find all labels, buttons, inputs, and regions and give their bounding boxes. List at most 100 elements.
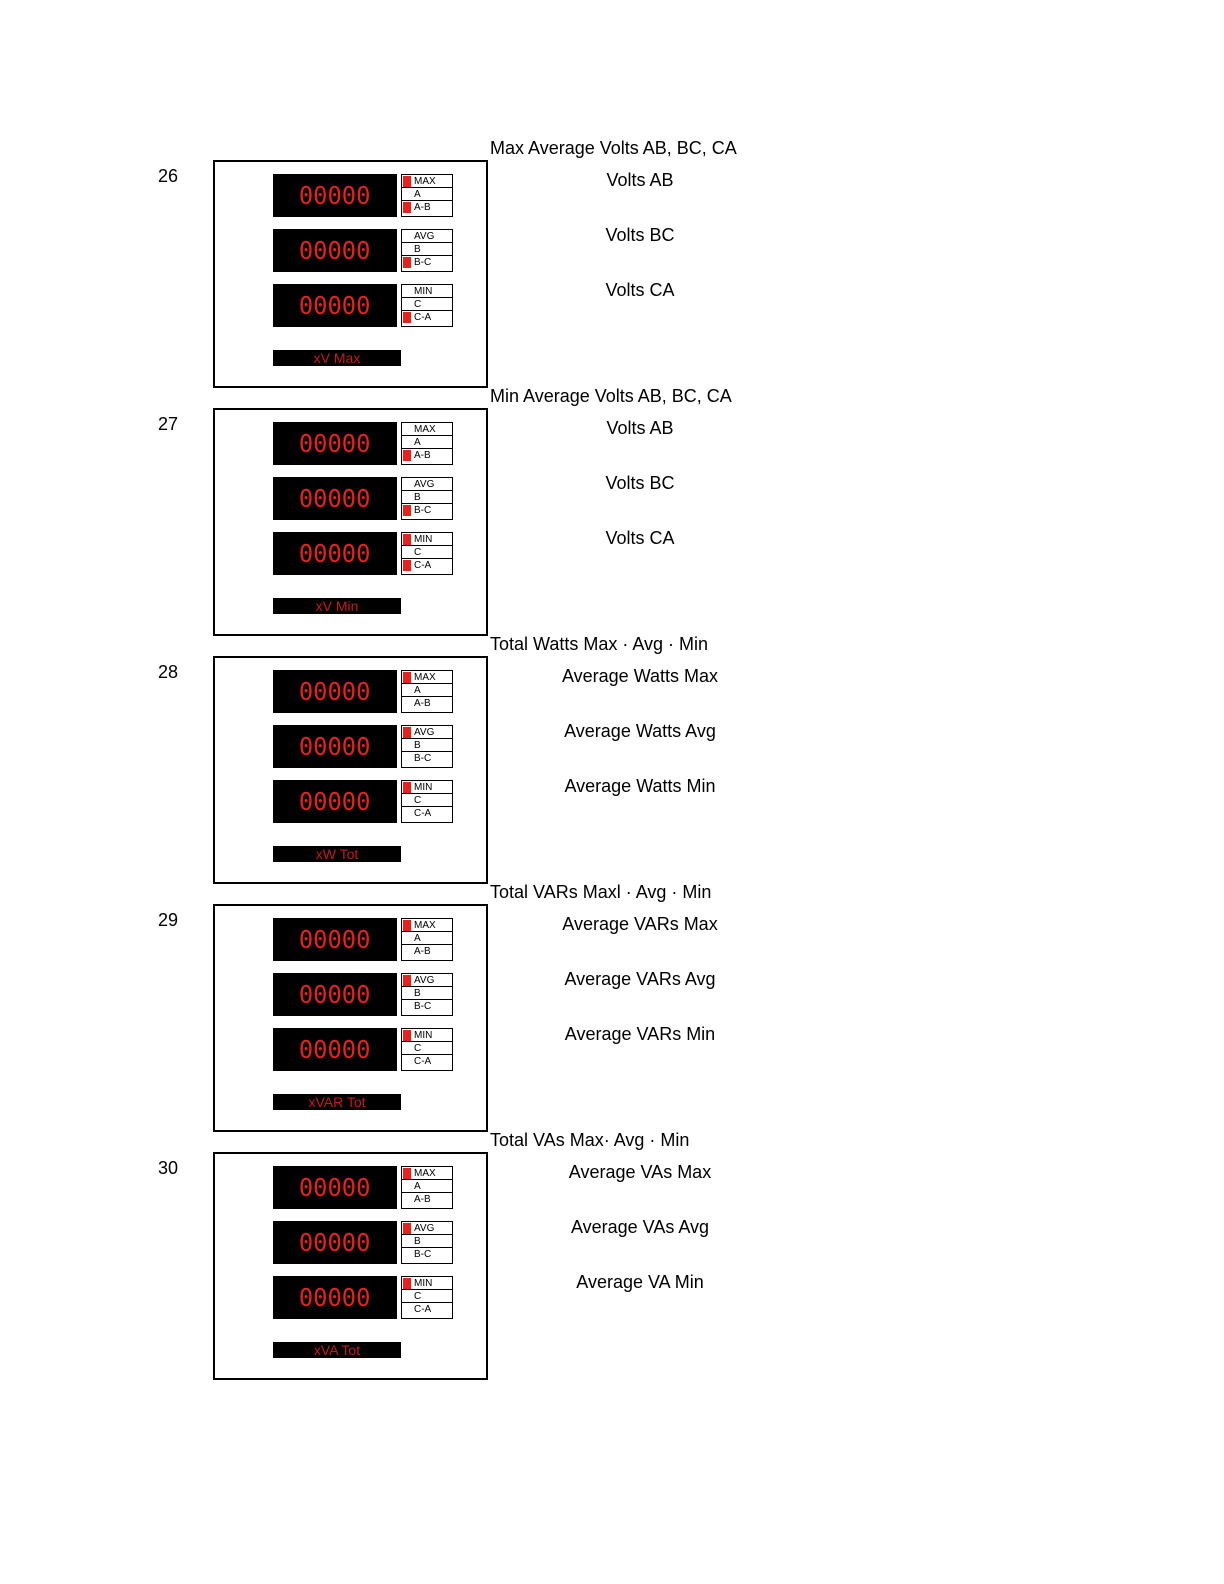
indicator-box: AVG B B-C <box>401 477 453 520</box>
indicator-label: C <box>402 298 452 311</box>
meter-row: 00000 MIN C C-A <box>273 1276 453 1319</box>
row-description: Average VARs Avg <box>564 969 716 989</box>
row-description: Volts BC <box>605 225 675 245</box>
indicator-label: AVG <box>402 974 452 987</box>
led-display: 00000 <box>273 1221 397 1264</box>
indicator-label: B <box>402 243 452 256</box>
meter-row: 00000 AVG B B-C <box>273 229 453 272</box>
row-description: Average Watts Min <box>564 776 716 796</box>
indicator-label: MAX <box>402 423 452 436</box>
indicator-label: A <box>402 932 452 945</box>
indicator-label: B <box>402 1235 452 1248</box>
indicator-box: MAX A A-B <box>401 1166 453 1209</box>
led-digits: 00000 <box>299 787 371 816</box>
indicator-label: B-C <box>414 1001 432 1012</box>
indicator-label: C <box>402 1042 452 1055</box>
indicator-box: MIN C C-A <box>401 780 453 823</box>
indicator-label: C <box>402 546 452 559</box>
meter-section: Max Average Volts AB, BC, CA 26 00000 MA… <box>0 138 1224 398</box>
indicator-label: B-C <box>402 504 452 518</box>
led-digits: 00000 <box>299 677 371 706</box>
section-number: 26 <box>158 166 179 186</box>
mode-label: xV Max <box>273 350 401 366</box>
indicator-label: MIN <box>402 781 452 794</box>
section-number: 30 <box>158 1158 179 1178</box>
led-display: 00000 <box>273 477 397 520</box>
indicator-label: AVG <box>402 230 452 243</box>
indicator-box: MAX A A-B <box>401 422 453 465</box>
meter-row: 00000 AVG B B-C <box>273 1221 453 1264</box>
indicator-label: A <box>402 1180 452 1193</box>
indicator-label: MIN <box>402 1029 452 1042</box>
indicator-label: MAX <box>402 1167 452 1180</box>
row-description: Average VAs Max <box>568 1162 712 1182</box>
indicator-box: MIN C C-A <box>401 1276 453 1319</box>
indicator-box: MAX A A-B <box>401 918 453 961</box>
led-display: 00000 <box>273 725 397 768</box>
row-description: Average VA Min <box>576 1272 704 1292</box>
row-description: Average VARs Min <box>564 1024 716 1044</box>
meter-panel: 00000 MAX A A-B 00000 AVG B B-C 00000 MI… <box>213 408 488 636</box>
indicator-label: B-C <box>414 753 432 764</box>
indicator-label: C-A <box>414 1304 432 1315</box>
meter-panel: 00000 MAX A A-B 00000 AVG B B-C 00000 MI… <box>213 1152 488 1380</box>
indicator-label: A <box>402 684 452 697</box>
indicator-label: A-B <box>402 201 452 215</box>
led-display: 00000 <box>273 174 397 217</box>
led-display: 00000 <box>273 780 397 823</box>
indicator-label: MAX <box>402 919 452 932</box>
mode-label: xV Min <box>273 598 401 614</box>
meter-row: 00000 AVG B B-C <box>273 477 453 520</box>
indicator-label: A <box>402 188 452 201</box>
indicator-label: C-A <box>414 808 432 819</box>
led-digits: 00000 <box>299 181 371 210</box>
indicator-label: A <box>402 436 452 449</box>
led-display: 00000 <box>273 973 397 1016</box>
led-digits: 00000 <box>299 732 371 761</box>
meter-row: 00000 MIN C C-A <box>273 780 453 823</box>
indicator-label: A-B <box>414 946 431 957</box>
indicator-box: AVG B B-C <box>401 229 453 272</box>
led-digits: 00000 <box>299 291 371 320</box>
led-digits: 00000 <box>299 1283 371 1312</box>
led-display: 00000 <box>273 1166 397 1209</box>
led-digits: 00000 <box>299 429 371 458</box>
indicator-label: C <box>402 1290 452 1303</box>
section-number: 29 <box>158 910 179 930</box>
led-display: 00000 <box>273 229 397 272</box>
indicator-label: C-A <box>402 559 452 573</box>
led-digits: 00000 <box>299 539 371 568</box>
meter-row: 00000 AVG B B-C <box>273 973 453 1016</box>
indicator-label: B <box>402 987 452 1000</box>
row-description: Volts AB <box>606 170 674 190</box>
meter-row: 00000 MIN C C-A <box>273 1028 453 1071</box>
indicator-label: AVG <box>402 478 452 491</box>
indicator-box: MAX A A-B <box>401 174 453 217</box>
indicator-box: AVG B B-C <box>401 973 453 1016</box>
led-display: 00000 <box>273 1028 397 1071</box>
indicator-box: MIN C C-A <box>401 532 453 575</box>
row-description: Average Watts Avg <box>564 721 716 741</box>
led-display: 00000 <box>273 918 397 961</box>
led-display: 00000 <box>273 532 397 575</box>
meter-row: 00000 AVG B B-C <box>273 725 453 768</box>
indicator-label: C-A <box>402 311 452 325</box>
led-display: 00000 <box>273 284 397 327</box>
led-display: 00000 <box>273 1276 397 1319</box>
indicator-box: MIN C C-A <box>401 1028 453 1071</box>
indicator-label: MAX <box>402 175 452 188</box>
meter-row: 00000 MAX A A-B <box>273 918 453 961</box>
section-title: Total VARs Maxl · Avg · Min <box>490 882 712 902</box>
meter-panel: 00000 MAX A A-B 00000 AVG B B-C 00000 MI… <box>213 160 488 388</box>
section-title: Total VAs Max· Avg · Min <box>490 1130 690 1150</box>
led-digits: 00000 <box>299 1173 371 1202</box>
indicator-label: MIN <box>402 533 452 546</box>
meter-panel: 00000 MAX A A-B 00000 AVG B B-C 00000 MI… <box>213 656 488 884</box>
row-description: Average VARs Max <box>562 914 718 934</box>
meter-row: 00000 MAX A A-B <box>273 174 453 217</box>
indicator-label: MIN <box>402 285 452 298</box>
meter-row: 00000 MIN C C-A <box>273 532 453 575</box>
indicator-label: A-B <box>414 1194 431 1205</box>
indicator-label: MIN <box>402 1277 452 1290</box>
mode-label: xVA Tot <box>273 1342 401 1358</box>
